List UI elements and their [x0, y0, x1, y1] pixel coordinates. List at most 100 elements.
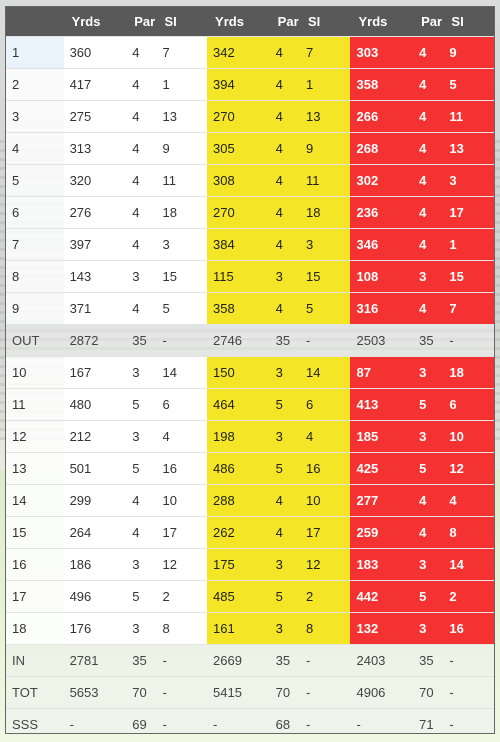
cell-red-par: 5: [413, 452, 444, 485]
cell-white-par: 5: [126, 388, 157, 421]
header-red-si: SI: [443, 7, 494, 37]
cell-white-si: -: [156, 708, 208, 733]
cell-white-par: 3: [126, 420, 157, 453]
cell-yellow-si: 2: [299, 580, 351, 613]
hole-row: 16 186 3 12 175 3 12 183 3 14: [6, 548, 494, 581]
cell-white-si: 5: [156, 292, 208, 325]
cell-white-par: 5: [126, 580, 157, 613]
cell-red-yards: -: [350, 708, 414, 733]
cell-red-par: 4: [413, 228, 444, 261]
cell-yellow-yards: 270: [207, 196, 270, 229]
cell-yellow-yards: 394: [207, 68, 270, 101]
cell-white-yards: 320: [63, 164, 127, 197]
cell-red-par: 4: [413, 484, 444, 517]
cell-red-si: 13: [443, 132, 494, 165]
cell-white-si: -: [156, 644, 208, 677]
hole-row: 7 397 4 3 384 4 3 346 4 1: [6, 228, 494, 261]
cell-white-si: 1: [156, 68, 208, 101]
cell-red-par: 70: [413, 676, 444, 709]
cell-white-si: 3: [156, 228, 208, 261]
cell-white-si: 15: [156, 260, 208, 293]
cell-yellow-par: 35: [269, 644, 300, 677]
cell-yellow-si: 12: [299, 548, 351, 581]
cell-yellow-yards: 305: [207, 132, 270, 165]
cell-red-yards: 2503: [350, 324, 414, 357]
cell-red-par: 3: [413, 356, 444, 389]
hole-row: 8 143 3 15 115 3 15 108 3 15: [6, 260, 494, 293]
cell-yellow-si: 8: [299, 612, 351, 645]
cell-yellow-par: 4: [269, 228, 300, 261]
cell-white-yards: 417: [63, 68, 127, 101]
cell-red-yards: 108: [350, 260, 414, 293]
cell-yellow-yards: 5415: [207, 676, 270, 709]
cell-red-si: 12: [443, 452, 494, 485]
cell-white-par: 3: [126, 612, 157, 645]
cell-yellow-yards: -: [207, 708, 270, 733]
cell-red-si: 6: [443, 388, 494, 421]
cell-red-yards: 425: [350, 452, 414, 485]
cell-red-si: 5: [443, 68, 494, 101]
header-white-par: Par: [126, 7, 157, 37]
cell-white-si: 14: [156, 356, 208, 389]
cell-yellow-par: 4: [269, 132, 300, 165]
cell-red-yards: 183: [350, 548, 414, 581]
cell-red-par: 4: [413, 68, 444, 101]
cell-red-si: 11: [443, 100, 494, 133]
cell-hole: 17: [6, 580, 64, 613]
cell-red-par: 5: [413, 580, 444, 613]
cell-white-yards: 276: [63, 196, 127, 229]
cell-red-par: 35: [413, 324, 444, 357]
cell-yellow-par: 4: [269, 292, 300, 325]
cell-hole: 8: [6, 260, 64, 293]
cell-yellow-si: -: [299, 324, 351, 357]
cell-yellow-par: 4: [269, 484, 300, 517]
cell-hole: 15: [6, 516, 64, 549]
cell-red-par: 3: [413, 612, 444, 645]
cell-white-si: 13: [156, 100, 208, 133]
cell-yellow-si: 3: [299, 228, 351, 261]
cell-white-si: 10: [156, 484, 208, 517]
cell-yellow-yards: 270: [207, 100, 270, 133]
cell-red-yards: 413: [350, 388, 414, 421]
cell-hole: 2: [6, 68, 64, 101]
cell-yellow-si: -: [299, 708, 351, 733]
cell-white-yards: 299: [63, 484, 127, 517]
header-row: Yrds Par SI Yrds Par SI Yrds Par SI: [6, 7, 494, 37]
cell-hole: 4: [6, 132, 64, 165]
cell-white-yards: 496: [63, 580, 127, 613]
cell-yellow-si: 17: [299, 516, 351, 549]
cell-white-par: 4: [126, 484, 157, 517]
cell-white-yards: 143: [63, 260, 127, 293]
hole-row: 4 313 4 9 305 4 9 268 4 13: [6, 132, 494, 165]
cell-white-si: 2: [156, 580, 208, 613]
in-row: IN 2781 35-2669 35-2403 35-: [6, 644, 494, 677]
cell-yellow-par: 3: [269, 356, 300, 389]
cell-yellow-par: 4: [269, 68, 300, 101]
cell-red-par: 3: [413, 548, 444, 581]
header-white-si: SI: [156, 7, 208, 37]
cell-yellow-si: 9: [299, 132, 351, 165]
cell-yellow-si: 10: [299, 484, 351, 517]
cell-yellow-yards: 384: [207, 228, 270, 261]
header-white-yards: Yrds: [63, 7, 127, 37]
cell-white-yards: 264: [63, 516, 127, 549]
cell-white-par: 5: [126, 452, 157, 485]
cell-white-par: 3: [126, 548, 157, 581]
cell-hole: 9: [6, 292, 64, 325]
cell-red-par: 35: [413, 644, 444, 677]
cell-yellow-yards: 262: [207, 516, 270, 549]
cell-yellow-si: 18: [299, 196, 351, 229]
hole-row: 15 264 4 17 262 4 17 259 4 8: [6, 516, 494, 549]
cell-white-si: 7: [156, 36, 208, 69]
cell-red-yards: 268: [350, 132, 414, 165]
cell-hole: 14: [6, 484, 64, 517]
cell-white-par: 4: [126, 132, 157, 165]
cell-red-si: 2: [443, 580, 494, 613]
cell-yellow-si: 5: [299, 292, 351, 325]
cell-white-par: 4: [126, 516, 157, 549]
tot-row: TOT 5653 70-5415 70-4906 70-: [6, 676, 494, 709]
cell-yellow-par: 5: [269, 580, 300, 613]
cell-red-par: 4: [413, 292, 444, 325]
cell-red-si: -: [443, 324, 494, 357]
out-row: OUT 2872 35-2746 35-2503 35-: [6, 324, 494, 357]
